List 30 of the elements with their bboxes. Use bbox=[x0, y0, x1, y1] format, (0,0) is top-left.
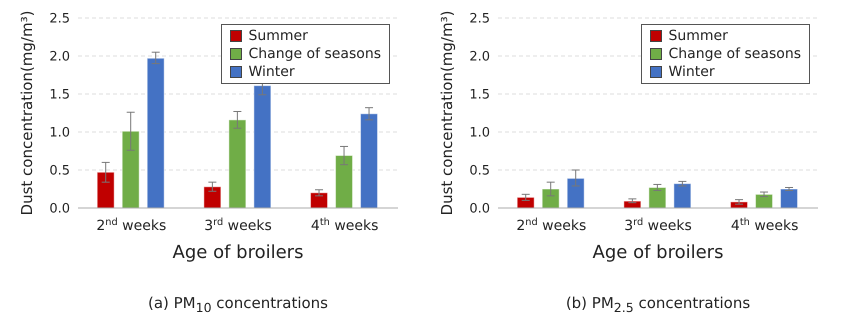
y-tick-label: 0.0 bbox=[49, 202, 70, 217]
y-tick-label: 0.5 bbox=[49, 164, 70, 179]
y-axis-title: Dust concentration(mg/m³) bbox=[438, 10, 456, 216]
legend-label: Winter bbox=[248, 63, 295, 81]
y-tick-label: 2.0 bbox=[49, 50, 70, 65]
x-tick-label: 2$^{nd}$ weeks bbox=[516, 216, 586, 234]
x-tick-label: 4$^{th}$ weeks bbox=[310, 216, 378, 234]
y-tick-label: 0.5 bbox=[469, 164, 490, 179]
text: (a) PM$_{10}$ concentrations bbox=[146, 294, 330, 315]
y-tick-label: 0.0 bbox=[469, 202, 490, 217]
y-tick-label: 2.5 bbox=[49, 12, 70, 27]
y-axis-title: Dust concentration(mg/m³) bbox=[18, 10, 36, 216]
x-tick-label: 3$^{rd}$ weeks bbox=[204, 216, 272, 234]
y-tick-label: 1.0 bbox=[49, 126, 70, 141]
x-tick-label: 2$^{nd}$ weeks bbox=[96, 216, 166, 234]
legend-label: Summer bbox=[668, 27, 728, 45]
x-axis-title: Age of broilers bbox=[172, 242, 304, 263]
legend-label: Change of seasons bbox=[248, 45, 381, 63]
y-tick-label: 2.0 bbox=[469, 50, 490, 65]
y-tick-label: 1.0 bbox=[469, 126, 490, 141]
legend-label: Winter bbox=[668, 63, 715, 81]
legend-label: Change of seasons bbox=[668, 45, 801, 63]
legend-label: Summer bbox=[248, 27, 308, 45]
y-tick-label: 1.5 bbox=[469, 88, 490, 103]
x-tick-label: 3$^{rd}$ weeks bbox=[624, 216, 692, 234]
y-tick-label: 1.5 bbox=[49, 88, 70, 103]
text: (b) PM$_{2.5}$ concentrations bbox=[564, 294, 752, 315]
x-tick-label: 4$^{th}$ weeks bbox=[730, 216, 798, 234]
y-tick-label: 2.5 bbox=[469, 12, 490, 27]
x-axis-title: Age of broilers bbox=[592, 242, 724, 263]
